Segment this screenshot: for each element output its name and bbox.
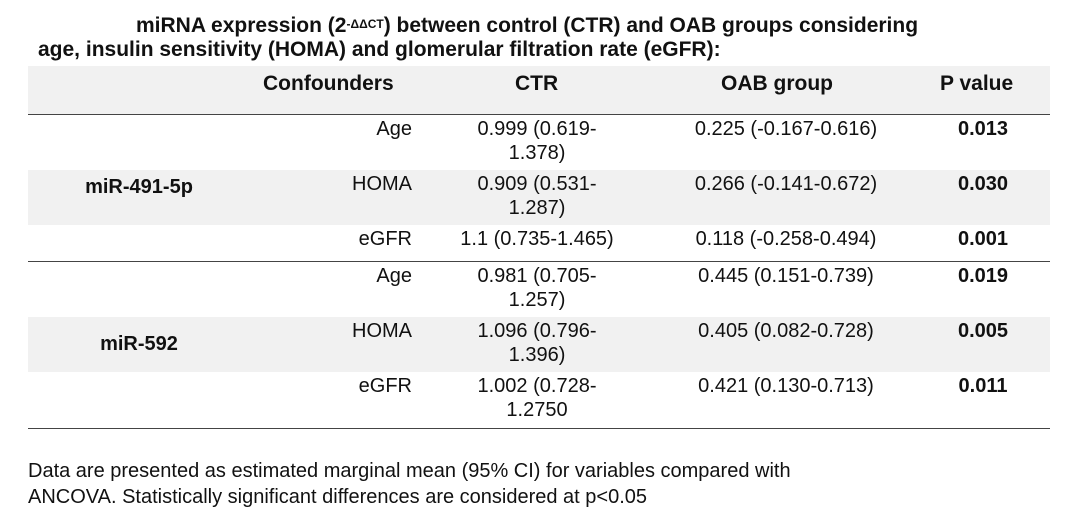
oab-cell: 0.225 (-0.167-0.616) <box>694 118 878 140</box>
table-row: eGFR 1.002 (0.728- 1.2750 0.421 (0.130-0.7… <box>28 372 1050 428</box>
confounder-cell: eGFR <box>358 228 412 250</box>
header-p-value: P value <box>940 72 1014 95</box>
title-prefix: miRNA expression (2 <box>136 14 347 37</box>
oab-cell: 0.421 (0.130-0.713) <box>698 375 874 397</box>
confounder-cell: eGFR <box>358 375 412 397</box>
confounder-cell: Age <box>376 265 412 287</box>
confounder-cell: HOMA <box>352 173 412 195</box>
table-header: Confounders CTR OAB group P value <box>28 66 1050 115</box>
ctr-cell: 0.981 (0.705- 1.257) <box>477 265 597 311</box>
p-value-cell: 0.011 <box>958 375 1008 397</box>
title-line-1: miRNA expression (2-ΔΔCT) between contro… <box>38 14 1048 38</box>
ctr-cell: 1.096 (0.796- 1.396) <box>477 320 597 366</box>
table-body: miR-491-5p Age 0.999 (0.619- 1.378) 0.225 (… <box>28 115 1050 429</box>
row-group: miR-592 Age 0.981 (0.705- 1.257) 0.445 (0.1… <box>28 262 1050 429</box>
header-confounders: Confounders <box>263 72 394 95</box>
title-superscript: -ΔΔCT <box>346 17 384 31</box>
oab-cell: 0.118 (-0.258-0.494) <box>695 228 877 250</box>
footnote-line-1: Data are presented as estimated marginal… <box>28 460 791 482</box>
ctr-cell: 1.002 (0.728- 1.2750 <box>477 375 597 421</box>
oab-cell: 0.445 (0.151-0.739) <box>698 265 874 287</box>
table-row: Age 0.999 (0.619- 1.378) 0.225 (-0.167-0.6… <box>28 115 1050 170</box>
ctr-cell: 1.1 (0.735-1.465) <box>460 228 614 250</box>
table-row: HOMA 0.909 (0.531- 1.287) 0.266 (-0.141-0.… <box>28 170 1050 225</box>
p-value-cell: 0.005 <box>957 320 1009 342</box>
header-oab: OAB group <box>721 72 833 95</box>
title-suffix: ) between control (CTR) and OAB groups c… <box>383 14 919 37</box>
confounder-cell: Age <box>376 118 412 140</box>
footnote: Data are presented as estimated marginal… <box>28 458 1048 510</box>
oab-cell: 0.405 (0.082-0.728) <box>698 320 874 342</box>
p-value-cell: 0.001 <box>957 228 1009 250</box>
results-table: Confounders CTR OAB group P value miR-49… <box>28 66 1050 429</box>
oab-cell: 0.266 (-0.141-0.672) <box>694 173 878 195</box>
table-title: miRNA expression (2-ΔΔCT) between contro… <box>38 14 1048 62</box>
table-row: eGFR 1.1 (0.735-1.465) 0.118 (-0.258-0.494… <box>28 225 1050 261</box>
ctr-cell: 0.909 (0.531- 1.287) <box>477 173 597 219</box>
title-line-2: age, insulin sensitivity (HOMA) and glom… <box>38 38 721 61</box>
p-value-cell: 0.030 <box>957 173 1009 195</box>
ctr-cell: 0.999 (0.619- 1.378) <box>477 118 597 164</box>
group-label: miR-491-5p <box>85 176 193 198</box>
row-group: miR-491-5p Age 0.999 (0.619- 1.378) 0.225 (… <box>28 115 1050 262</box>
confounder-cell: HOMA <box>352 320 412 342</box>
p-value-cell: 0.019 <box>957 265 1009 287</box>
group-label: miR-592 <box>100 333 178 355</box>
p-value-cell: 0.013 <box>957 118 1009 140</box>
table-row: Age 0.981 (0.705- 1.257) 0.445 (0.151-0.73… <box>28 262 1050 317</box>
header-ctr: CTR <box>515 72 559 95</box>
table-row: HOMA 1.096 (0.796- 1.396) 0.405 (0.082-0.7… <box>28 317 1050 372</box>
footnote-line-2: ANCOVA. Statistically significant differ… <box>28 486 648 508</box>
